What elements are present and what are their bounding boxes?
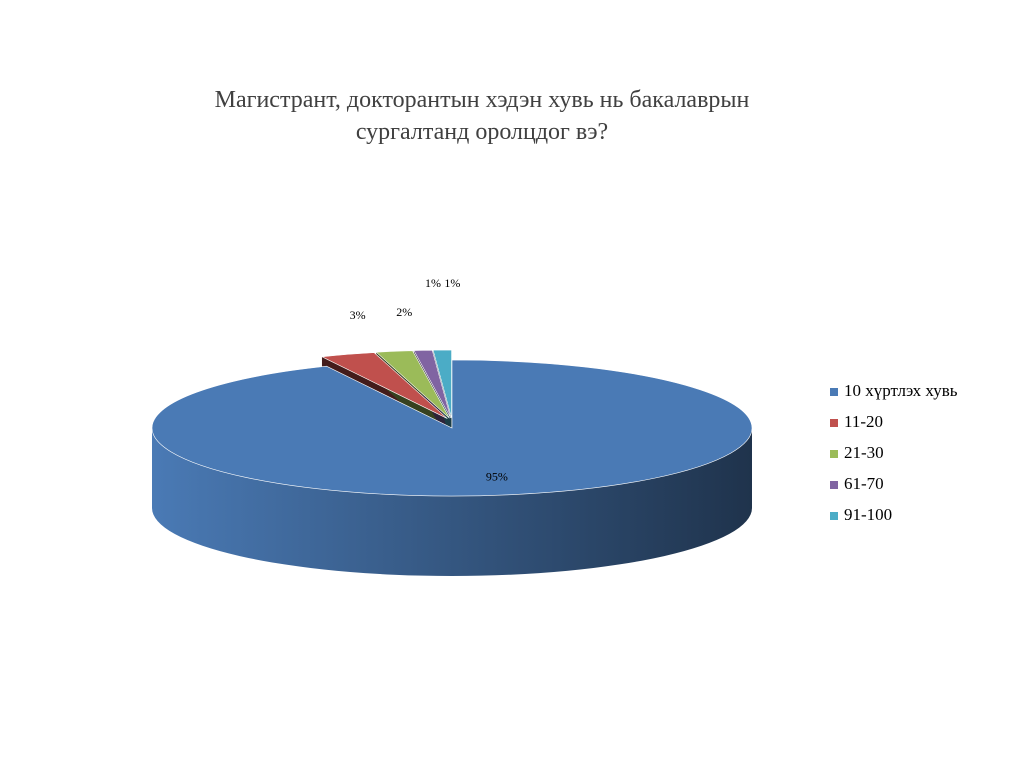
legend-swatch — [830, 481, 838, 489]
legend-swatch — [830, 419, 838, 427]
legend-label: 61-70 — [844, 474, 884, 493]
slice-side — [152, 428, 752, 576]
data-label: 1% — [444, 276, 460, 290]
data-label: 3% — [350, 308, 366, 322]
legend-swatch — [830, 512, 838, 520]
data-label: 1% — [425, 276, 441, 290]
legend-label: 10 хүртлэх хувь — [844, 381, 958, 400]
slice — [375, 350, 450, 419]
legend-swatch — [830, 450, 838, 458]
slice — [432, 349, 452, 419]
chart-title: Магистрант, докторантын хэдэн хувь нь ба… — [214, 87, 750, 145]
slice — [413, 349, 451, 419]
legend-label: 21-30 — [844, 443, 884, 462]
legend-label: 91-100 — [844, 505, 892, 524]
data-label: 2% — [396, 305, 412, 319]
data-label: 95% — [486, 470, 508, 484]
legend-label: 11-20 — [844, 412, 883, 431]
legend-swatch — [830, 388, 838, 396]
slice — [320, 352, 448, 419]
slice — [151, 359, 753, 497]
